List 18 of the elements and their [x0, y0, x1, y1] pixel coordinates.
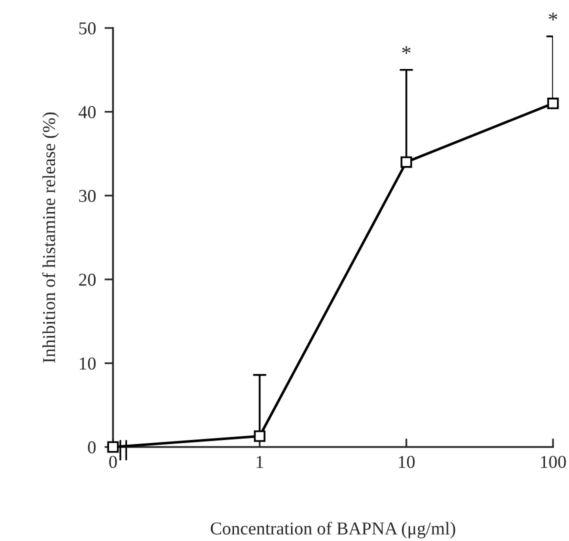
x-tick-label: 1 [256, 456, 264, 468]
annotation: * [402, 46, 411, 54]
y-tick-label: 50 [79, 22, 96, 34]
x-tick-label: 0 [109, 456, 117, 468]
y-tick-label: 40 [78, 106, 96, 118]
y-tick-label: 30 [79, 190, 96, 202]
y-tick-label: 20 [79, 274, 96, 286]
x-tick-label: 10 [398, 456, 415, 468]
text: * [548, 12, 558, 20]
point [254, 430, 266, 442]
point [400, 156, 412, 168]
point [547, 98, 559, 110]
y-axis-title: Inhibition of histamine release (%) [42, 112, 59, 363]
y-tick-label: 0 [88, 441, 96, 454]
x-axis-title: Concentration of BAPNA (μg/ml) [210, 522, 456, 538]
y-tick-label: 10 [80, 357, 96, 370]
point [107, 441, 119, 453]
x-tick-label: 100 [541, 456, 566, 468]
